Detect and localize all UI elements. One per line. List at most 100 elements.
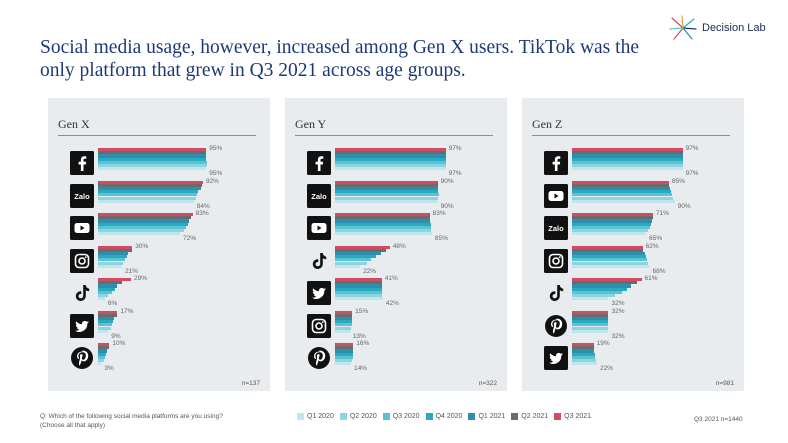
value-label-bottom: 95% [209, 170, 223, 178]
value-label-top: 62% [645, 242, 659, 250]
twitter-icon [544, 346, 568, 370]
zalo-icon: Zalo [544, 216, 568, 240]
legend-item: Q1 2021 [468, 413, 505, 420]
bar-facebook-q4-2020 [572, 157, 683, 161]
bar-zalo-q3-2020 [98, 193, 198, 197]
bar-youtube-q3-2020 [98, 225, 186, 229]
title-rule [58, 135, 256, 136]
legend-swatch [297, 413, 304, 420]
bar-tiktok-q2-2021 [335, 248, 387, 252]
bar-facebook-q1-2021 [98, 154, 207, 158]
value-label-bottom: 9% [111, 332, 121, 340]
instagram-icon [544, 248, 568, 273]
bar-instagram-q1-2021 [335, 316, 353, 321]
bar-instagram-q2-2021 [572, 248, 643, 252]
bar-zalo-q2-2020 [98, 196, 197, 200]
bar-youtube-q4-2020 [98, 222, 189, 226]
value-label-top: 15% [355, 307, 369, 315]
legend-item: Q2 2020 [339, 413, 377, 420]
bar-tiktok-q3-2021 [572, 278, 642, 282]
legend-swatch [468, 413, 476, 420]
bar-twitter-q1-2021 [98, 316, 114, 321]
bar-instagram-q1-2021 [98, 251, 128, 256]
value-label-top: 41% [384, 275, 398, 282]
bar-youtube-q3-2020 [335, 225, 431, 229]
twitter-icon [70, 313, 94, 338]
bar-youtube-q1-2021 [98, 219, 190, 223]
bar-pinterest-q3-2020 [98, 355, 105, 359]
bar-twitter-q4-2020 [335, 287, 382, 291]
bar-facebook-q3-2020 [98, 160, 208, 164]
bar-youtube-q1-2020 [335, 232, 432, 236]
legend-item: Q4 2020 [425, 413, 462, 420]
bar-tiktok-q2-2021 [98, 281, 122, 285]
bar-youtube-q2-2021 [335, 216, 430, 220]
title-rule [532, 135, 730, 136]
value-label-bottom: 3% [104, 365, 114, 373]
bar-facebook-q2-2021 [335, 151, 446, 155]
bar-pinterest-q4-2020 [335, 352, 354, 356]
bar-instagram-q1-2020 [335, 329, 350, 333]
value-label-top: 97% [448, 145, 462, 152]
bar-tiktok-q2-2020 [98, 294, 109, 298]
bar-instagram-q4-2020 [335, 320, 353, 324]
bar-instagram-q3-2021 [98, 245, 133, 249]
bar-zalo-q3-2021 [335, 180, 438, 184]
bar-zalo-q2-2021 [335, 183, 438, 187]
twitter-icon [307, 281, 331, 305]
legend-label: Q1 2020 [307, 413, 334, 420]
facebook-icon [70, 151, 94, 175]
bar-youtube-q1-2020 [98, 232, 181, 236]
brand-name: Decision Lab [702, 22, 766, 34]
bar-youtube-q3-2021 [98, 213, 193, 217]
bar-tiktok-q4-2020 [572, 287, 627, 291]
bar-pinterest-q1-2020 [572, 329, 609, 333]
youtube-icon [307, 216, 331, 240]
bar-instagram-q2-2020 [335, 326, 351, 330]
value-label-top: 92% [205, 177, 219, 185]
value-label-top: 32% [611, 307, 625, 315]
bar-zalo-q4-2020 [335, 190, 438, 194]
bar-facebook-q4-2020 [98, 157, 207, 161]
bar-instagram-q1-2020 [98, 264, 122, 268]
bar-zalo-q2-2021 [572, 216, 653, 220]
value-label-top: 10% [112, 340, 126, 347]
bar-instagram-q4-2020 [98, 255, 127, 259]
footnote-instruction: (Choose all that apply) [40, 422, 106, 429]
value-label-bottom: 90% [677, 202, 691, 210]
logo-burst-icon [669, 15, 697, 40]
svg-text:Zalo: Zalo [548, 224, 564, 233]
chart-title: Gen Z [532, 117, 563, 131]
bar-pinterest-q1-2020 [335, 362, 351, 366]
bar-pinterest-q2-2021 [572, 313, 609, 317]
bar-pinterest-q3-2020 [572, 323, 609, 327]
bar-twitter-q4-2020 [572, 352, 595, 356]
bar-twitter-q2-2020 [335, 294, 382, 298]
value-label-bottom: 65% [649, 235, 663, 243]
bar-pinterest-q3-2021 [572, 310, 609, 314]
legend-label: Q3 2020 [392, 413, 420, 420]
bar-tiktok-q3-2021 [98, 278, 132, 282]
sample-size: Q3 2021 n=1440 [694, 416, 743, 423]
bar-pinterest-q1-2021 [335, 349, 354, 353]
bar-instagram-q3-2020 [572, 258, 648, 262]
bar-facebook-q2-2020 [98, 164, 208, 168]
facebook-icon [307, 151, 331, 175]
bar-pinterest-q2-2021 [98, 346, 110, 350]
pinterest-icon [71, 347, 93, 369]
bar-tiktok-q3-2020 [572, 290, 623, 294]
bar-zalo-q3-2020 [335, 193, 439, 197]
bar-zalo-q1-2020 [335, 199, 438, 203]
instagram-icon [70, 248, 94, 273]
bar-facebook-q2-2020 [572, 164, 683, 168]
bar-zalo-q3-2020 [572, 225, 650, 229]
chart-panel-gen-x: Gen X 95% 95% Zalo 92% 84% 83% 72% 30% 21% 29% 6% 17… [48, 98, 270, 391]
bar-facebook-q3-2021 [98, 148, 207, 152]
bar-zalo-q1-2021 [335, 186, 438, 191]
bar-twitter-q2-2021 [98, 313, 118, 317]
bar-tiktok-q1-2020 [335, 264, 361, 268]
bar-tiktok-q4-2020 [335, 255, 377, 259]
value-label-bottom: 85% [434, 235, 448, 243]
chart-legend: Q1 2020 Q2 2020 Q3 2020 Q4 2020 Q1 2021 Q2 20… [297, 413, 591, 420]
bar-youtube-q1-2021 [572, 186, 671, 191]
